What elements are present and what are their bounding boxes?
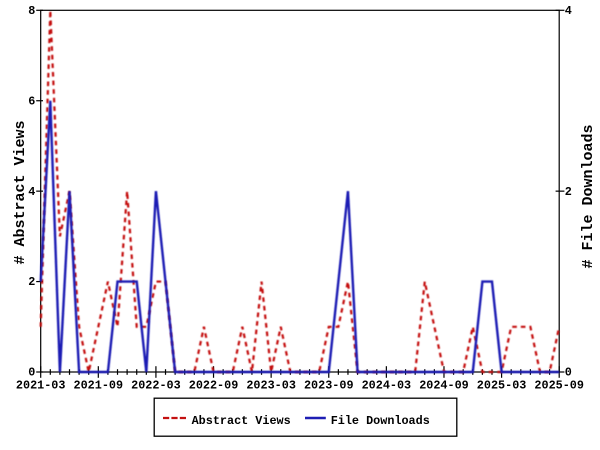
svg-text:2024-09: 2024-09	[419, 379, 469, 393]
svg-text:4: 4	[28, 185, 35, 199]
svg-text:6: 6	[28, 94, 35, 108]
svg-text:2025-03: 2025-03	[477, 379, 527, 393]
svg-text:0: 0	[28, 366, 35, 380]
svg-text:File Downloads: File Downloads	[331, 414, 430, 428]
svg-text:2: 2	[28, 275, 35, 289]
svg-text:2022-03: 2022-03	[131, 379, 181, 393]
svg-text:2023-09: 2023-09	[304, 379, 354, 393]
svg-text:8: 8	[28, 4, 35, 18]
svg-text:# Abstract Views: # Abstract Views	[12, 120, 29, 264]
svg-text:Abstract Views: Abstract Views	[192, 414, 291, 428]
svg-text:2021-03: 2021-03	[16, 379, 66, 393]
svg-text:2025-09: 2025-09	[534, 379, 584, 393]
svg-text:4: 4	[565, 4, 572, 18]
svg-text:0: 0	[565, 366, 572, 380]
svg-text:2024-03: 2024-03	[362, 379, 412, 393]
svg-text:2022-09: 2022-09	[189, 379, 239, 393]
svg-text:2: 2	[565, 185, 572, 199]
svg-text:2023-03: 2023-03	[246, 379, 296, 393]
svg-text:# File Downloads: # File Downloads	[580, 124, 597, 268]
svg-text:2021-09: 2021-09	[74, 379, 124, 393]
